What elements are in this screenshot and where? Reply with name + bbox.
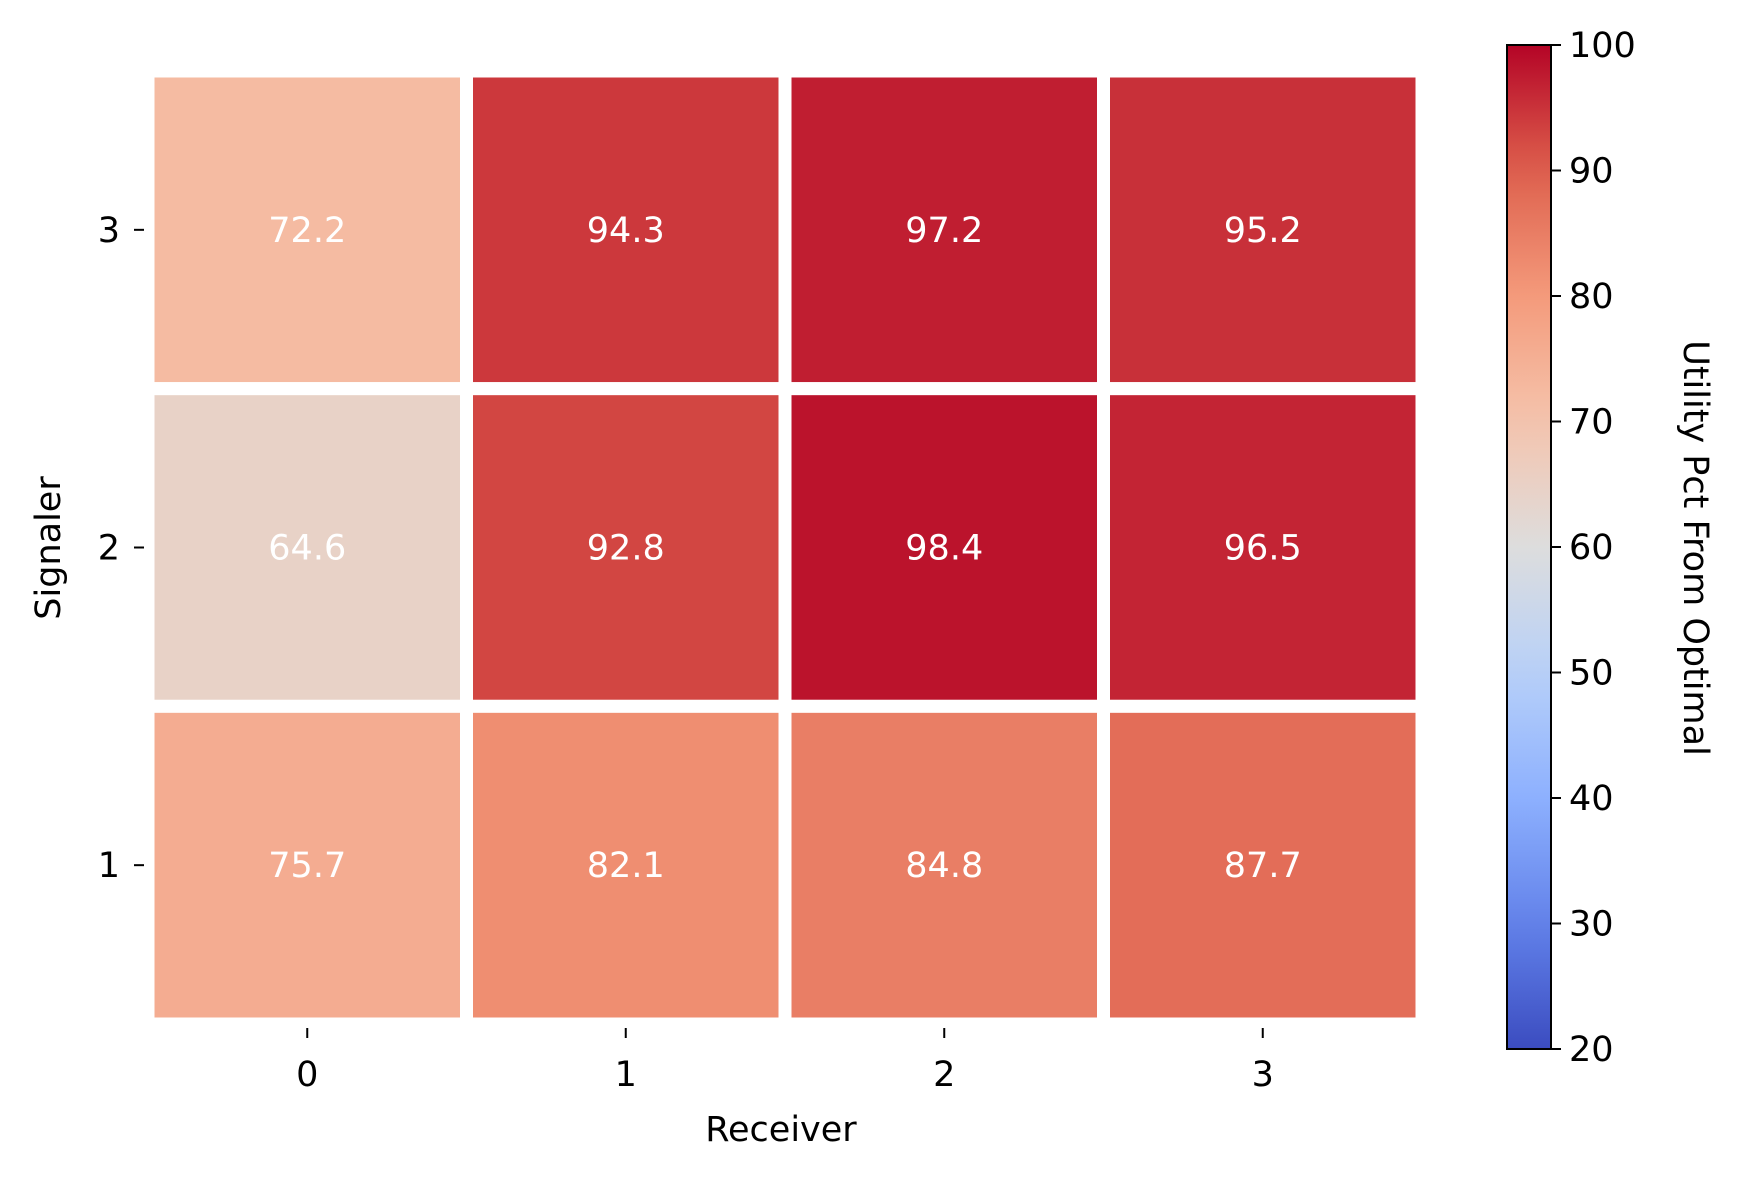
cell-value-label: 87.7: [1224, 846, 1302, 886]
cell-value-label: 97.2: [905, 211, 983, 251]
heatmap-cell: [460, 699, 792, 1031]
x-tick-label: 0: [296, 1055, 318, 1095]
cell-value-label: 92.8: [587, 529, 665, 569]
y-tick-label: 3: [98, 211, 120, 251]
cell-value-label: 82.1: [587, 846, 665, 886]
cell-value-label: 96.5: [1224, 529, 1302, 569]
heatmap-cells: 72.2 94.3 97.2 95.2 64.6 92.8 98.4 96.5 75.7 82.1…: [141, 64, 1429, 1031]
colorbar-tick-label: 70: [1569, 403, 1614, 443]
heatmap-cell: [460, 382, 792, 713]
y-tick-label: 1: [98, 846, 120, 886]
colorbar-tick-label: 80: [1569, 277, 1614, 317]
cell-value-label: 95.2: [1224, 211, 1302, 251]
cell-value-label: 98.4: [905, 529, 983, 569]
heatmap-cell: [1097, 64, 1429, 396]
heatmap-cell: [1097, 382, 1429, 713]
cell-value-label: 72.2: [268, 211, 346, 251]
y-axis-title: Signaler: [29, 476, 69, 620]
colorbar-gradient: [1506, 44, 1552, 1050]
x-tick-label: 2: [933, 1055, 955, 1095]
cell-value-label: 94.3: [587, 211, 665, 251]
colorbar-tick-label: 60: [1569, 528, 1614, 568]
x-tick-label: 1: [615, 1055, 637, 1095]
colorbar-tick-label: 90: [1569, 152, 1614, 192]
colorbar-tick-label: 40: [1569, 779, 1614, 819]
colorbar-label: Utility Pct From Optimal: [1675, 340, 1715, 756]
x-axis-title: Receiver: [705, 1110, 857, 1150]
cell-value-label: 84.8: [905, 846, 983, 886]
y-axis: 3 2 1: [98, 211, 144, 886]
x-axis: 0 1 2 3: [296, 1028, 1274, 1095]
x-tick-label: 3: [1252, 1055, 1274, 1095]
heatmap-cell: [1097, 699, 1429, 1031]
colorbar-tick-label: 100: [1569, 26, 1636, 66]
colorbar: 20 30 40 50 60 70 80 90 100: [1506, 26, 1636, 1070]
cell-value-label: 64.6: [268, 529, 346, 569]
colorbar-tick-label: 30: [1569, 905, 1614, 945]
cell-value-label: 75.7: [268, 846, 346, 886]
y-tick-label: 2: [98, 529, 120, 569]
colorbar-tick-label: 50: [1569, 654, 1614, 694]
heatmap-cell: [141, 699, 473, 1031]
colorbar-tick-label: 20: [1569, 1030, 1614, 1070]
